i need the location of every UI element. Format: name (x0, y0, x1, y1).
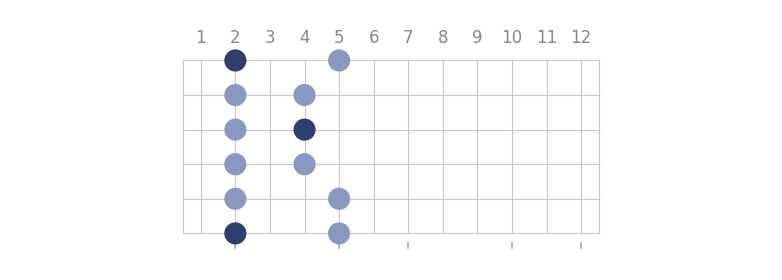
Text: 9: 9 (472, 29, 482, 47)
Text: 12: 12 (571, 29, 592, 47)
Circle shape (293, 118, 316, 141)
Circle shape (328, 222, 350, 244)
Circle shape (224, 222, 246, 244)
Circle shape (224, 84, 246, 106)
Circle shape (224, 188, 246, 210)
Circle shape (224, 49, 246, 71)
Circle shape (293, 84, 316, 106)
Text: 1: 1 (196, 29, 206, 47)
Text: 4: 4 (300, 29, 310, 47)
Text: 8: 8 (438, 29, 448, 47)
Text: 2: 2 (230, 29, 241, 47)
Text: 5: 5 (334, 29, 344, 47)
Text: 11: 11 (536, 29, 558, 47)
Circle shape (224, 153, 246, 175)
Circle shape (293, 153, 316, 175)
Text: 7: 7 (403, 29, 414, 47)
Circle shape (328, 49, 350, 71)
Text: 6: 6 (368, 29, 379, 47)
Text: 3: 3 (264, 29, 275, 47)
Circle shape (328, 188, 350, 210)
Text: 10: 10 (501, 29, 522, 47)
Circle shape (224, 118, 246, 141)
